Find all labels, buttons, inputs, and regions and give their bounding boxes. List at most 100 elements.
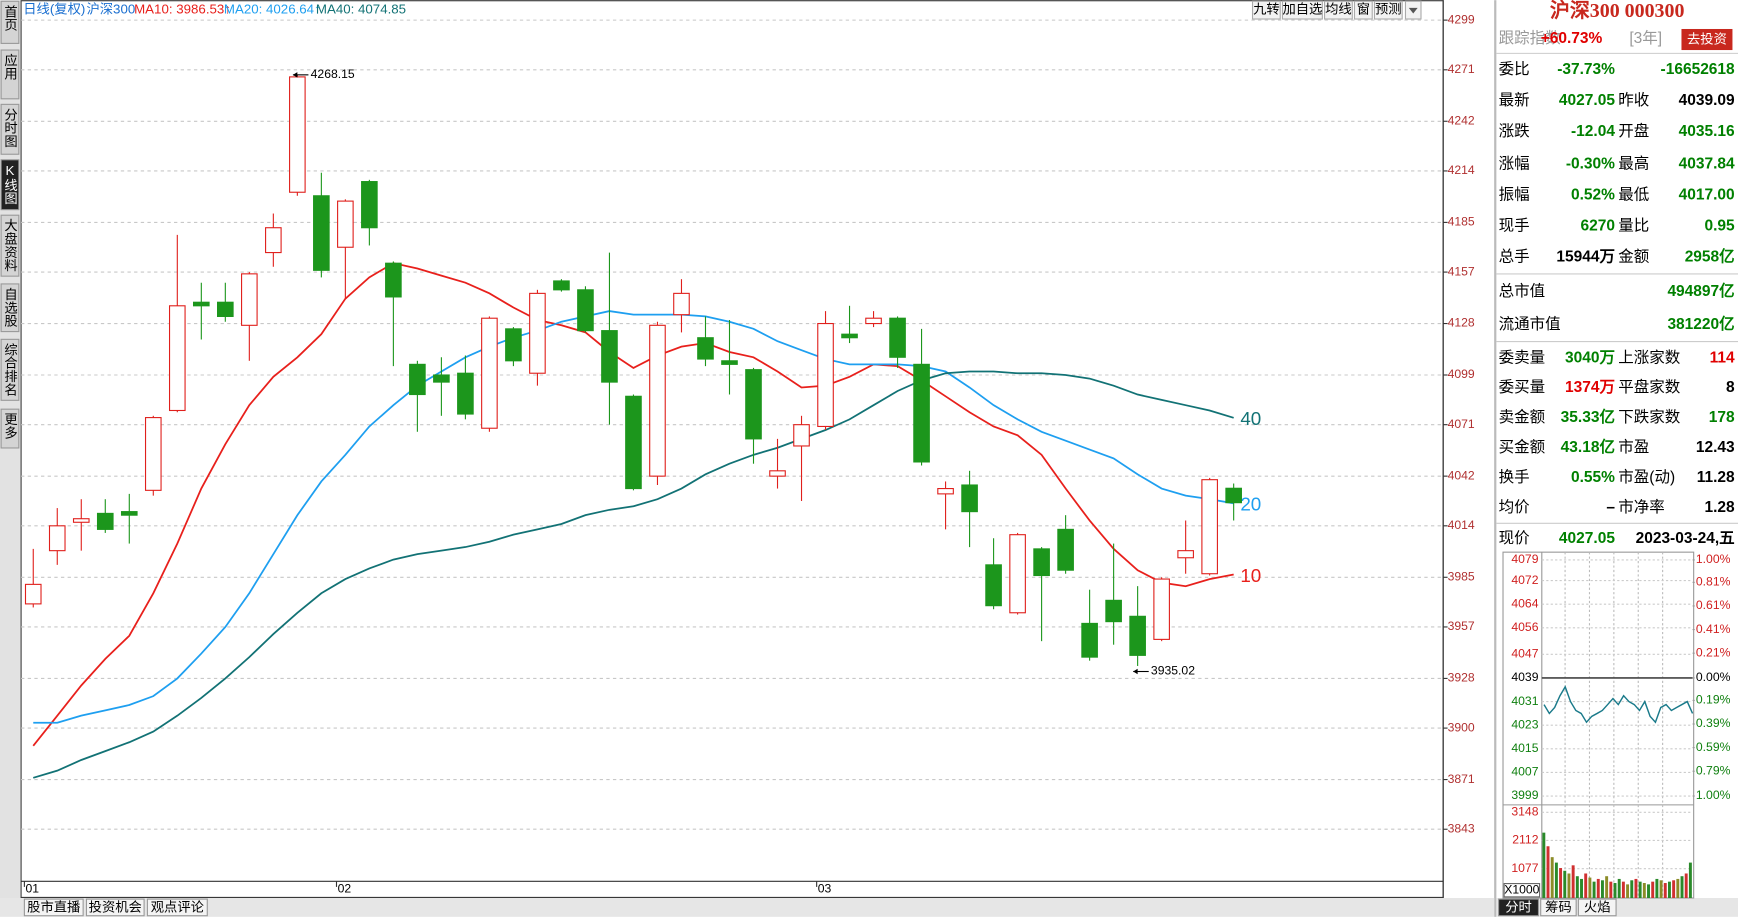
sidebar-tab-label[interactable]: 更多 [2, 413, 17, 440]
toolbar-button[interactable] [1251, 0, 1281, 20]
candle-body [793, 424, 810, 447]
volume-bar [1638, 881, 1642, 898]
quote-value: -37.73% [1557, 61, 1615, 78]
quote-label: 昨收 [1618, 91, 1649, 109]
quote-label: 涨跌 [1499, 122, 1530, 140]
sidebar-tab[interactable] [0, 49, 20, 100]
tracking-period: [3年] [1629, 29, 1662, 47]
volume-bar [1647, 884, 1650, 898]
bottom-tab-label[interactable]: 股市直播 [27, 898, 80, 914]
y-tick-label: 4015 [1511, 741, 1538, 755]
sidebar-tab[interactable] [0, 103, 20, 155]
candle-body [697, 337, 714, 360]
volume-bar [1672, 880, 1676, 898]
y-tick-label: 4099 [1448, 367, 1475, 381]
bottom-tab-label[interactable]: 投资机会 [89, 899, 142, 914]
toolbar-button[interactable] [1353, 0, 1373, 20]
sidebar-tab-label[interactable]: 自选股 [2, 287, 17, 329]
sidebar-tab-label[interactable]: 应用 [2, 53, 17, 81]
toolbar-button[interactable] [1324, 0, 1353, 20]
ma-line [32, 262, 1234, 747]
quote-label: 振幅 [1499, 185, 1530, 203]
sidebar-tab[interactable] [0, 159, 20, 211]
quote-tab-label[interactable]: 火焰 [1584, 899, 1611, 914]
candle-body [1153, 578, 1170, 640]
quote-value: 0.55% [1571, 469, 1615, 486]
toolbar-button[interactable] [1373, 0, 1403, 20]
y-tick-label: 3985 [1448, 569, 1475, 583]
quote-value: 15944万 [1556, 248, 1615, 265]
volume-bar [1592, 881, 1596, 898]
candle-body [745, 369, 762, 440]
quote-value: 0.95 [1705, 217, 1736, 234]
y-tick-label: 4157 [1448, 264, 1475, 278]
quote-label: 市盈 [1618, 438, 1649, 456]
bottom-tab[interactable] [85, 898, 145, 917]
candle-body [144, 417, 162, 491]
y2-tick-label: 0.21% [1696, 645, 1731, 659]
candle-body [72, 518, 90, 523]
ma-line [33, 310, 1234, 724]
quote-tab[interactable] [1540, 898, 1577, 917]
volume-bar [1546, 846, 1550, 898]
quote-tab[interactable] [1498, 898, 1540, 917]
candle-body [1009, 534, 1026, 614]
sidebar-tab[interactable] [0, 283, 20, 333]
bottom-tab[interactable] [146, 898, 208, 917]
candle-body [217, 301, 234, 317]
unit-label: X1000 [1504, 882, 1539, 896]
invest-button-label[interactable]: 去投资 [1687, 32, 1727, 47]
sidebar-tab[interactable] [0, 0, 20, 44]
chart-subtitle: 沪深300 [86, 2, 135, 17]
sidebar-tab[interactable] [0, 214, 20, 277]
toolbar-button-label[interactable]: 均线 [1325, 2, 1352, 17]
y-tick-label: 3843 [1448, 821, 1475, 835]
y-tick-label: 3999 [1511, 788, 1538, 802]
sidebar-tab[interactable] [0, 338, 20, 401]
candle-body [1105, 599, 1122, 623]
quote-label: 总手 [1499, 247, 1530, 265]
quote-label: 委比 [1499, 60, 1530, 78]
quote-label: 开盘 [1618, 121, 1649, 140]
invest-button[interactable] [1681, 28, 1733, 51]
sidebar-tab-label[interactable]: 首页 [2, 4, 17, 31]
toolbar-button[interactable] [1281, 0, 1323, 20]
sidebar-tab-label[interactable]: K线图 [2, 163, 17, 205]
sidebar-tab-label[interactable]: 综合排名 [2, 342, 17, 396]
y-tick-label: 4214 [1448, 163, 1475, 177]
x-tick-label: 02 [338, 881, 352, 895]
toolbar-button-label[interactable]: 九转 [1253, 2, 1280, 17]
sidebar-tab[interactable] [0, 408, 20, 449]
quote-tab[interactable] [1577, 898, 1617, 917]
candle-body [24, 583, 42, 605]
quote-value: 1.28 [1705, 499, 1736, 516]
quote-value: 6270 [1580, 217, 1614, 234]
volume-bar [1663, 883, 1667, 898]
sidebar-tab-label[interactable]: 分时图 [2, 107, 17, 148]
candle-body [817, 322, 834, 428]
candle-body [1129, 615, 1146, 656]
volume-bar [1642, 883, 1646, 898]
toolbar-button-label[interactable]: 加自选 [1282, 2, 1322, 17]
volume-bar [1571, 865, 1575, 898]
candle-body [192, 301, 210, 307]
y-tick-label: 4056 [1511, 620, 1538, 634]
candle-body [673, 292, 690, 316]
quote-value: 178 [1709, 409, 1735, 426]
quote-tab-label[interactable]: 分时 [1505, 899, 1532, 914]
quote-tab-label[interactable]: 筹码 [1545, 898, 1572, 914]
quote-label: 现价 [1499, 530, 1531, 547]
y-tick-label: 4079 [1511, 552, 1538, 566]
quote-label: 量比 [1618, 216, 1649, 234]
bottom-tab-label[interactable]: 观点评论 [151, 899, 204, 914]
volume-bar [1630, 880, 1634, 898]
toolbar-button-label[interactable]: 窗 [1357, 1, 1370, 17]
bottom-tab[interactable] [23, 898, 84, 917]
quote-label: 涨幅 [1499, 154, 1530, 172]
y-tick-label: 4031 [1511, 694, 1538, 708]
toolbar-button-label[interactable]: 预测 [1375, 2, 1402, 17]
sidebar-tab-label[interactable]: 大盘资料 [2, 218, 17, 272]
volume-bar [1634, 878, 1638, 898]
dropdown-arrow [1408, 7, 1418, 14]
